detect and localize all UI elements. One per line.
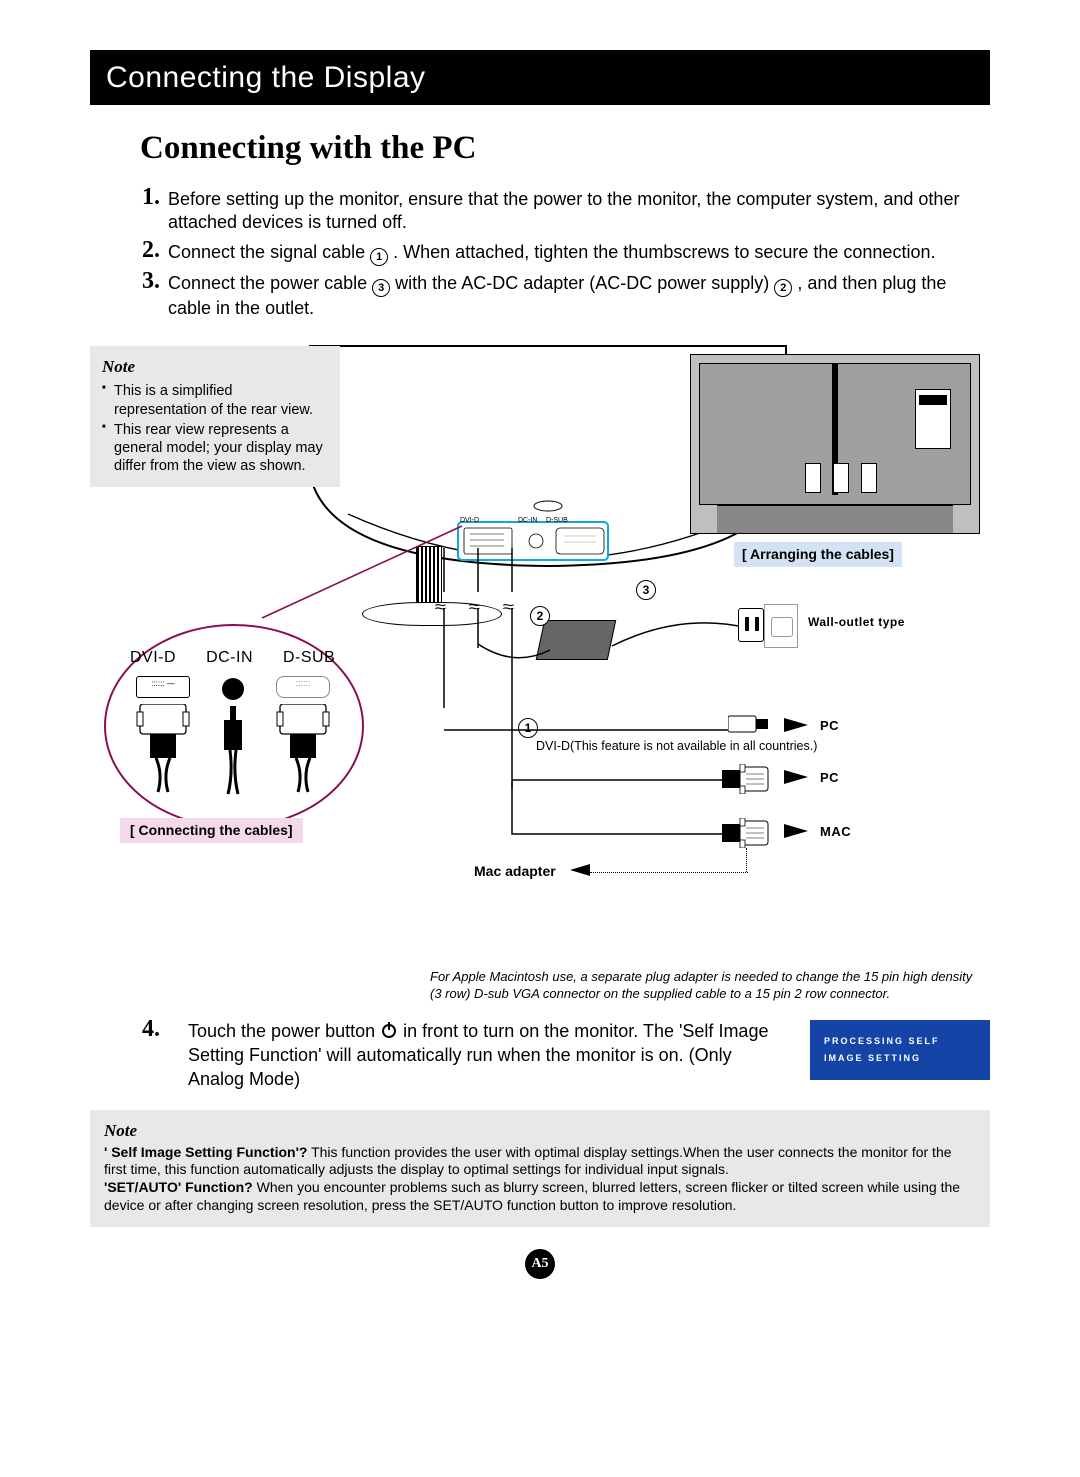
dvid-conn-icon (728, 710, 770, 738)
step-body: Connect the signal cable 1 . When attach… (168, 237, 990, 266)
label-mac: MAC (820, 824, 851, 841)
break-icon: ≈ (469, 598, 480, 619)
note-item: This is a simplified representation of t… (102, 382, 328, 418)
step-number: 1. (142, 184, 168, 235)
cable-segment-icon (474, 640, 554, 670)
break-icon: ≈ (435, 598, 446, 619)
cable-segment-icon (610, 610, 750, 648)
circled-3-icon: 3 (372, 279, 390, 297)
steps-list: 1. Before setting up the monitor, ensure… (142, 184, 990, 320)
diagram-area: Note This is a simplified representation… (90, 346, 990, 961)
circled-2-icon: 2 (774, 279, 792, 297)
note-paragraph: ' Self Image Setting Function'? This fun… (104, 1144, 976, 1180)
note-title: Note (102, 356, 328, 378)
note-box: Note This is a simplified representation… (90, 346, 340, 487)
dsub-plug-icon (276, 704, 330, 794)
connector-row: :::::: — (136, 676, 330, 796)
page-header: Connecting the Display (90, 50, 990, 105)
dcin-plug-icon (220, 706, 246, 796)
label-pc: PC (820, 770, 839, 787)
cable-diagram: ≈ ≈ ≈ Wall-outlet type 1 2 3 (374, 560, 984, 920)
arrow-left-icon (570, 864, 590, 876)
label-dcin: DC-IN (206, 648, 253, 669)
arrow-right-icon (784, 718, 808, 732)
arranging-photo (690, 354, 980, 534)
mac-adapter-note: For Apple Macintosh use, a separate plug… (430, 969, 982, 1002)
break-icon: ≈ (503, 598, 514, 619)
text: Touch the power button (188, 1021, 380, 1041)
port-mini-label: DC-IN (518, 516, 537, 525)
label-pc: PC (820, 718, 839, 735)
step-4: 4. Touch the power button in front to tu… (142, 1016, 990, 1092)
section-title: Connecting with the PC (140, 127, 990, 170)
text: Connect the signal cable (168, 242, 370, 262)
processing-badge: PROCESSING SELF IMAGE SETTING (810, 1020, 990, 1080)
step-3: 3. Connect the power cable 3 with the AC… (142, 268, 990, 321)
dcin-port-icon (222, 678, 244, 700)
port-mini-label: D-SUB (546, 516, 568, 525)
dsub-conn-icon (722, 818, 772, 848)
step-2: 2. Connect the signal cable 1 . When att… (142, 237, 990, 266)
step-number: 4. (142, 1016, 168, 1042)
step-number: 2. (142, 237, 168, 266)
text: . When attached, tighten the thumbscrews… (393, 242, 935, 262)
note-paragraph: 'SET/AUTO' Function? When you encounter … (104, 1179, 976, 1215)
text: with the AC-DC adapter (AC-DC power supp… (395, 273, 774, 293)
dotted-line-icon (746, 848, 747, 872)
badge-line: IMAGE SETTING (824, 1050, 976, 1067)
note-title: Note (104, 1120, 976, 1142)
bold-text: ' Self Image Setting Function'? (104, 1144, 307, 1160)
bold-text: 'SET/AUTO' Function? (104, 1179, 253, 1195)
arrow-right-icon (784, 824, 808, 838)
badge-line: PROCESSING SELF (824, 1033, 976, 1050)
step-body: Before setting up the monitor, ensure th… (168, 184, 990, 235)
step-body: Touch the power button in front to turn … (188, 1016, 790, 1092)
dvid-plug-icon (136, 704, 190, 794)
step-1: 1. Before setting up the monitor, ensure… (142, 184, 990, 235)
dvid-port-icon: :::::: — (136, 676, 190, 698)
label-mac-adapter: Mac adapter (474, 862, 556, 880)
circled-3-badge: 3 (636, 580, 656, 600)
step-body: Connect the power cable 3 with the AC-DC… (168, 268, 990, 321)
label-wall: Wall-outlet type (808, 615, 905, 631)
power-icon (380, 1021, 398, 1039)
wall-plug-icon (738, 608, 764, 642)
dotted-line-icon (590, 872, 748, 873)
wall-outlet-icon (764, 604, 798, 648)
connector-labels: DVI-D DC-IN D-SUB (130, 648, 335, 669)
note-box-2: Note ' Self Image Setting Function'? Thi… (90, 1110, 990, 1227)
dvid-note: DVI-D(This feature is not available in a… (536, 738, 817, 754)
dsub-port-icon: :::::: (276, 676, 330, 698)
branch-line-icon (442, 710, 762, 740)
label-dsub: D-SUB (283, 648, 335, 669)
page-number-badge: A5 (525, 1249, 555, 1279)
connecting-caption: [ Connecting the cables] (120, 818, 303, 842)
label-dvid: DVI-D (130, 648, 176, 669)
arrow-right-icon (784, 770, 808, 784)
circled-1-icon: 1 (370, 248, 388, 266)
note-item: This rear view represents a general mode… (102, 421, 328, 475)
text: Connect the power cable (168, 273, 372, 293)
step-number: 3. (142, 268, 168, 321)
